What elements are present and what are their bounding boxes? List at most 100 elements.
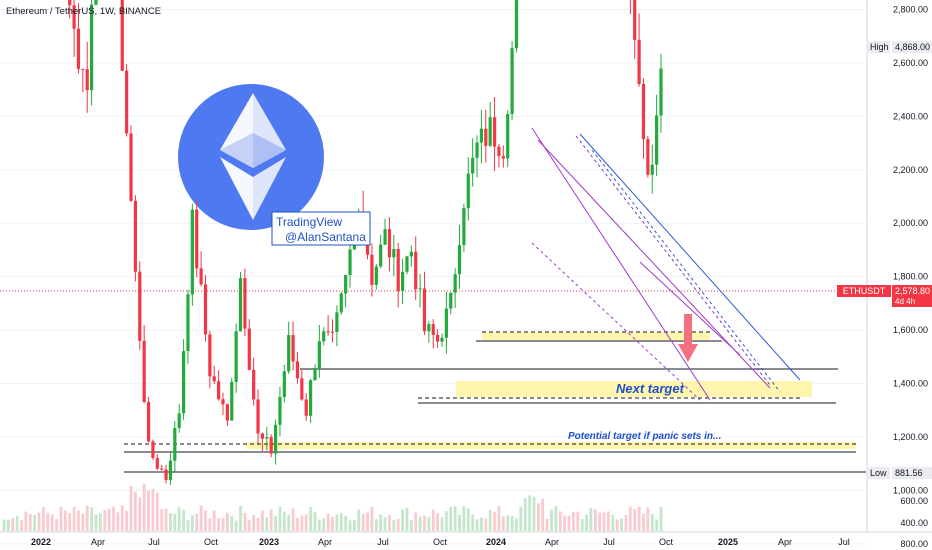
volume-bar <box>444 511 448 531</box>
candle-body <box>133 200 137 272</box>
watermark-line2: @AlanSantana <box>285 230 366 244</box>
candle-body <box>492 117 497 147</box>
volume-bar <box>488 509 492 531</box>
candle-body <box>344 274 348 294</box>
candle-body <box>501 156 505 159</box>
candle <box>492 97 497 171</box>
candle <box>650 144 654 194</box>
volume-bar <box>589 508 593 531</box>
volume-bar <box>357 509 361 531</box>
candle-body <box>326 331 330 333</box>
volume-bar <box>42 506 45 531</box>
volume-bar <box>169 513 172 531</box>
volume-bar <box>585 514 588 531</box>
candle-body <box>405 256 409 272</box>
target-zones <box>246 332 856 449</box>
candle-body <box>129 133 133 201</box>
candle <box>309 378 313 423</box>
symbol-label: ETHUSDT <box>843 286 886 296</box>
candle-body <box>252 369 256 400</box>
candle <box>243 268 247 337</box>
volume-bar <box>177 507 181 531</box>
x-tick-label: Jul <box>148 537 160 547</box>
candle <box>133 195 137 282</box>
candle-body <box>387 229 392 258</box>
candle-body <box>225 404 229 421</box>
x-tick-label: Oct <box>659 537 674 547</box>
x-tick-label: 2025 <box>718 537 738 547</box>
candle-body <box>348 249 352 275</box>
volume-bar <box>300 515 304 531</box>
candle <box>436 329 440 349</box>
volume-bar <box>147 490 150 531</box>
candle <box>462 203 466 253</box>
trend-lines <box>0 127 880 473</box>
candle-body <box>247 328 251 370</box>
candle <box>260 432 265 451</box>
candle-body <box>317 341 321 369</box>
candle-body <box>186 294 190 352</box>
candle-body <box>125 70 129 134</box>
candle-body <box>510 48 514 114</box>
candle-body <box>243 278 247 329</box>
candle-body <box>484 128 488 146</box>
candle <box>400 258 405 305</box>
volume-bar <box>396 518 400 531</box>
candle <box>151 439 155 460</box>
candle-body <box>287 335 291 372</box>
volume-bar <box>480 517 483 531</box>
volume-bar <box>602 512 606 531</box>
volume-bar <box>471 514 475 531</box>
volume-bar <box>576 512 580 531</box>
channel-line <box>575 135 771 386</box>
volume-bar <box>309 507 312 531</box>
candle-body <box>449 292 453 309</box>
candle-body <box>335 312 339 332</box>
candle <box>181 339 186 420</box>
channel-line <box>639 261 741 356</box>
volume-bar <box>134 492 137 531</box>
volume-bar <box>633 509 637 531</box>
x-tick-label: Apr <box>318 537 332 547</box>
candle <box>146 396 151 443</box>
candles <box>68 0 663 486</box>
candle <box>221 392 225 415</box>
countdown-label: 4d 4h <box>895 297 915 306</box>
candle <box>501 145 505 168</box>
candle <box>186 289 190 364</box>
candle <box>173 421 177 472</box>
volume-bar <box>217 518 221 531</box>
volume-bar <box>239 506 242 531</box>
candle <box>287 321 291 374</box>
candle-body <box>440 337 444 342</box>
y-tick-label: 2,400.00 <box>893 111 928 121</box>
x-tick-label: 2023 <box>259 537 279 547</box>
volume-bars <box>2 483 663 531</box>
candle <box>278 387 282 437</box>
last-price-label: 2,578.80 <box>895 286 930 296</box>
volume-bar <box>103 509 107 531</box>
x-tick-label: Oct <box>433 537 448 547</box>
volume-bar <box>646 507 650 531</box>
volume-bar <box>593 509 597 531</box>
candle <box>304 393 308 421</box>
volume-bar <box>138 497 142 531</box>
candle-body <box>646 139 650 175</box>
volume-bar <box>85 505 89 531</box>
candle-body <box>383 229 387 245</box>
volume-bar <box>317 519 321 531</box>
volume-bar <box>261 510 264 531</box>
volume-bar <box>655 519 659 531</box>
volume-bar <box>642 513 645 531</box>
candle <box>506 110 510 168</box>
volume-bar <box>458 514 461 531</box>
volume-bar <box>628 506 632 531</box>
candle <box>444 291 448 354</box>
candle-body <box>453 274 457 293</box>
candle-body <box>479 128 484 143</box>
candle <box>374 264 378 290</box>
candle-body <box>155 458 159 469</box>
candle-body <box>633 0 637 40</box>
candle <box>155 454 159 470</box>
